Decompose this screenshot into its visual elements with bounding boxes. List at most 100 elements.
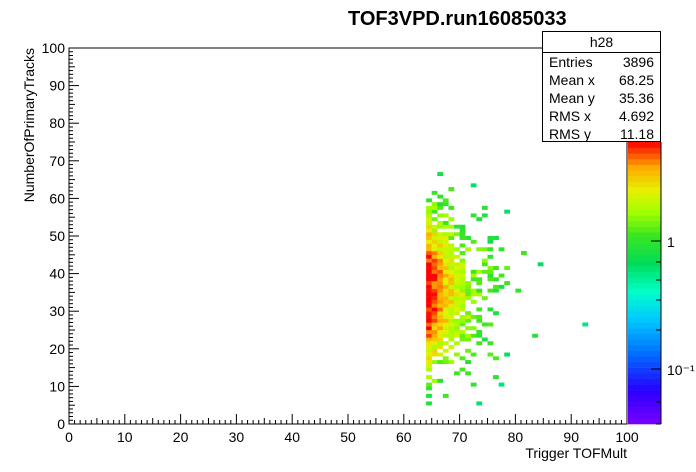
y-tick-label: 80: [49, 115, 65, 131]
heatmap-cell: [476, 330, 483, 334]
heatmap-cell: [487, 322, 494, 327]
heatmap-cell: [426, 239, 432, 244]
heatmap-cell: [470, 239, 477, 244]
heatmap-cell: [437, 330, 444, 334]
heatmap-cell: [459, 273, 466, 278]
heatmap-cell: [476, 281, 483, 286]
heatmap-cell: [454, 326, 460, 331]
heatmap-cell: [431, 273, 438, 278]
heatmap-cell: [448, 269, 455, 274]
colorbar-swatch: [628, 412, 661, 419]
heatmap-cell: [537, 262, 544, 267]
heatmap-cell: [437, 326, 444, 331]
heatmap-cell: [448, 288, 455, 293]
heatmap-cell: [442, 288, 449, 293]
heatmap-cell: [448, 330, 455, 334]
heatmap-cell: [487, 236, 494, 240]
colorbar-swatch: [628, 204, 661, 210]
heatmap-cell: [448, 224, 455, 229]
heatmap-cell: [520, 251, 527, 255]
heatmap-cell: [426, 254, 432, 259]
heatmap-cell: [426, 284, 432, 289]
heatmap-cell: [459, 337, 466, 342]
colorbar-swatch: [628, 356, 661, 363]
heatmap-cell: [448, 303, 455, 308]
heatmap-cell: [476, 217, 483, 222]
stats-row-rms-y: RMS y 11.18: [543, 125, 660, 143]
heatmap-cell: [465, 288, 471, 293]
heatmap-cell: [448, 307, 455, 312]
heatmap-cell: [437, 273, 444, 278]
heatmap-cell: [448, 243, 455, 248]
heatmap-cell: [426, 330, 432, 334]
heatmap-cell: [470, 288, 477, 293]
heatmap-cell: [437, 318, 444, 323]
heatmap-cell: [442, 266, 449, 271]
heatmap-cell: [448, 262, 455, 267]
heatmap-cell: [442, 360, 449, 365]
colorbar-swatch: [628, 395, 661, 402]
colorbar-swatch: [628, 260, 661, 267]
heatmap-cell: [481, 296, 488, 301]
heatmap-cell: [448, 277, 455, 282]
heatmap-cell: [426, 266, 432, 271]
x-tick-label: 70: [452, 429, 468, 445]
stats-value: 68.25: [618, 72, 654, 88]
colorbar-swatch: [628, 418, 661, 425]
heatmap-cell: [431, 266, 438, 271]
heatmap-cell: [426, 311, 432, 316]
heatmap-cell: [437, 254, 444, 259]
x-tick-label: 50: [340, 429, 356, 445]
heatmap-cell: [448, 236, 455, 240]
heatmap-cell: [431, 314, 438, 319]
heatmap-cell: [426, 258, 432, 263]
colorbar-swatch: [628, 209, 661, 216]
heatmap-cell: [431, 269, 438, 274]
heatmap-cell: [442, 292, 449, 297]
heatmap-cell: [426, 382, 432, 387]
heatmap-cell: [426, 288, 432, 293]
heatmap-cell: [493, 288, 499, 293]
heatmap-cell: [437, 277, 444, 282]
heatmap-cell: [426, 205, 432, 210]
heatmap-cell: [582, 322, 589, 327]
heatmap-cell: [465, 247, 471, 252]
heatmap-cell: [448, 326, 455, 331]
heatmap-cell: [426, 228, 432, 233]
heatmap-cell: [431, 330, 438, 334]
heatmap-cell: [437, 205, 444, 210]
heatmap-cell: [487, 247, 494, 252]
heatmap-cell: [442, 299, 449, 304]
heatmap-cell: [481, 247, 488, 252]
heatmap-cell: [454, 322, 460, 327]
heatmap-cell: [437, 281, 444, 286]
colorbar-swatch: [628, 142, 661, 148]
colorbar-swatch: [628, 249, 661, 256]
heatmap-cell: [459, 277, 466, 282]
colorbar-swatch: [628, 226, 661, 233]
colorbar-swatch: [628, 283, 661, 289]
heatmap-cell: [448, 205, 455, 210]
colorbar-swatch: [628, 158, 661, 165]
colorbar-swatch: [628, 322, 661, 329]
heatmap-cell: [476, 288, 483, 293]
heatmap-cell: [431, 217, 438, 222]
heatmap-cell: [437, 333, 444, 338]
heatmap-cell: [498, 382, 505, 387]
heatmap-cell: [532, 333, 538, 338]
heatmap-cell: [470, 277, 477, 282]
colorbar-swatch: [628, 367, 661, 374]
heatmap-cell: [437, 243, 444, 248]
heatmap-cell: [431, 360, 438, 365]
colorbar-swatch: [628, 328, 661, 335]
heatmap-cell: [442, 284, 449, 289]
heatmap-cell: [442, 273, 449, 278]
heatmap-cell: [454, 273, 460, 278]
y-tick-label: 90: [49, 78, 65, 94]
heatmap-cell: [431, 345, 438, 349]
heatmap-cell: [431, 254, 438, 259]
plot-frame: [68, 47, 628, 425]
heatmap-cell: [459, 236, 466, 240]
heatmap-cell: [442, 326, 449, 331]
heatmap-cell: [426, 333, 432, 338]
